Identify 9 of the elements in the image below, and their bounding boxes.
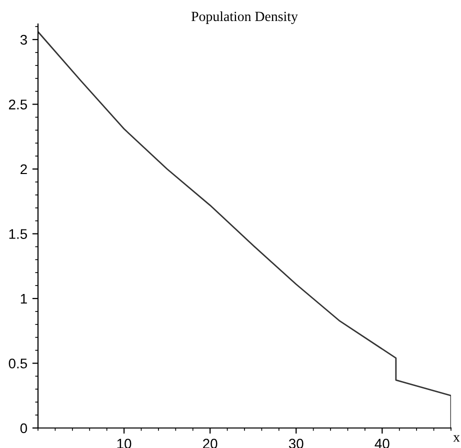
y-tick-label: 1.5 bbox=[9, 229, 28, 239]
chart-title: Population Density bbox=[191, 11, 298, 24]
y-tick-label: 0.5 bbox=[8, 358, 28, 368]
x-axis-title: x bbox=[453, 435, 460, 442]
y-tick-label: 1 bbox=[20, 294, 27, 304]
y-tick-label: 2.5 bbox=[8, 100, 28, 110]
y-tick-label: 0 bbox=[20, 423, 28, 434]
y-tick-label: 3 bbox=[20, 34, 27, 45]
y-tick-label: 2 bbox=[20, 164, 27, 174]
